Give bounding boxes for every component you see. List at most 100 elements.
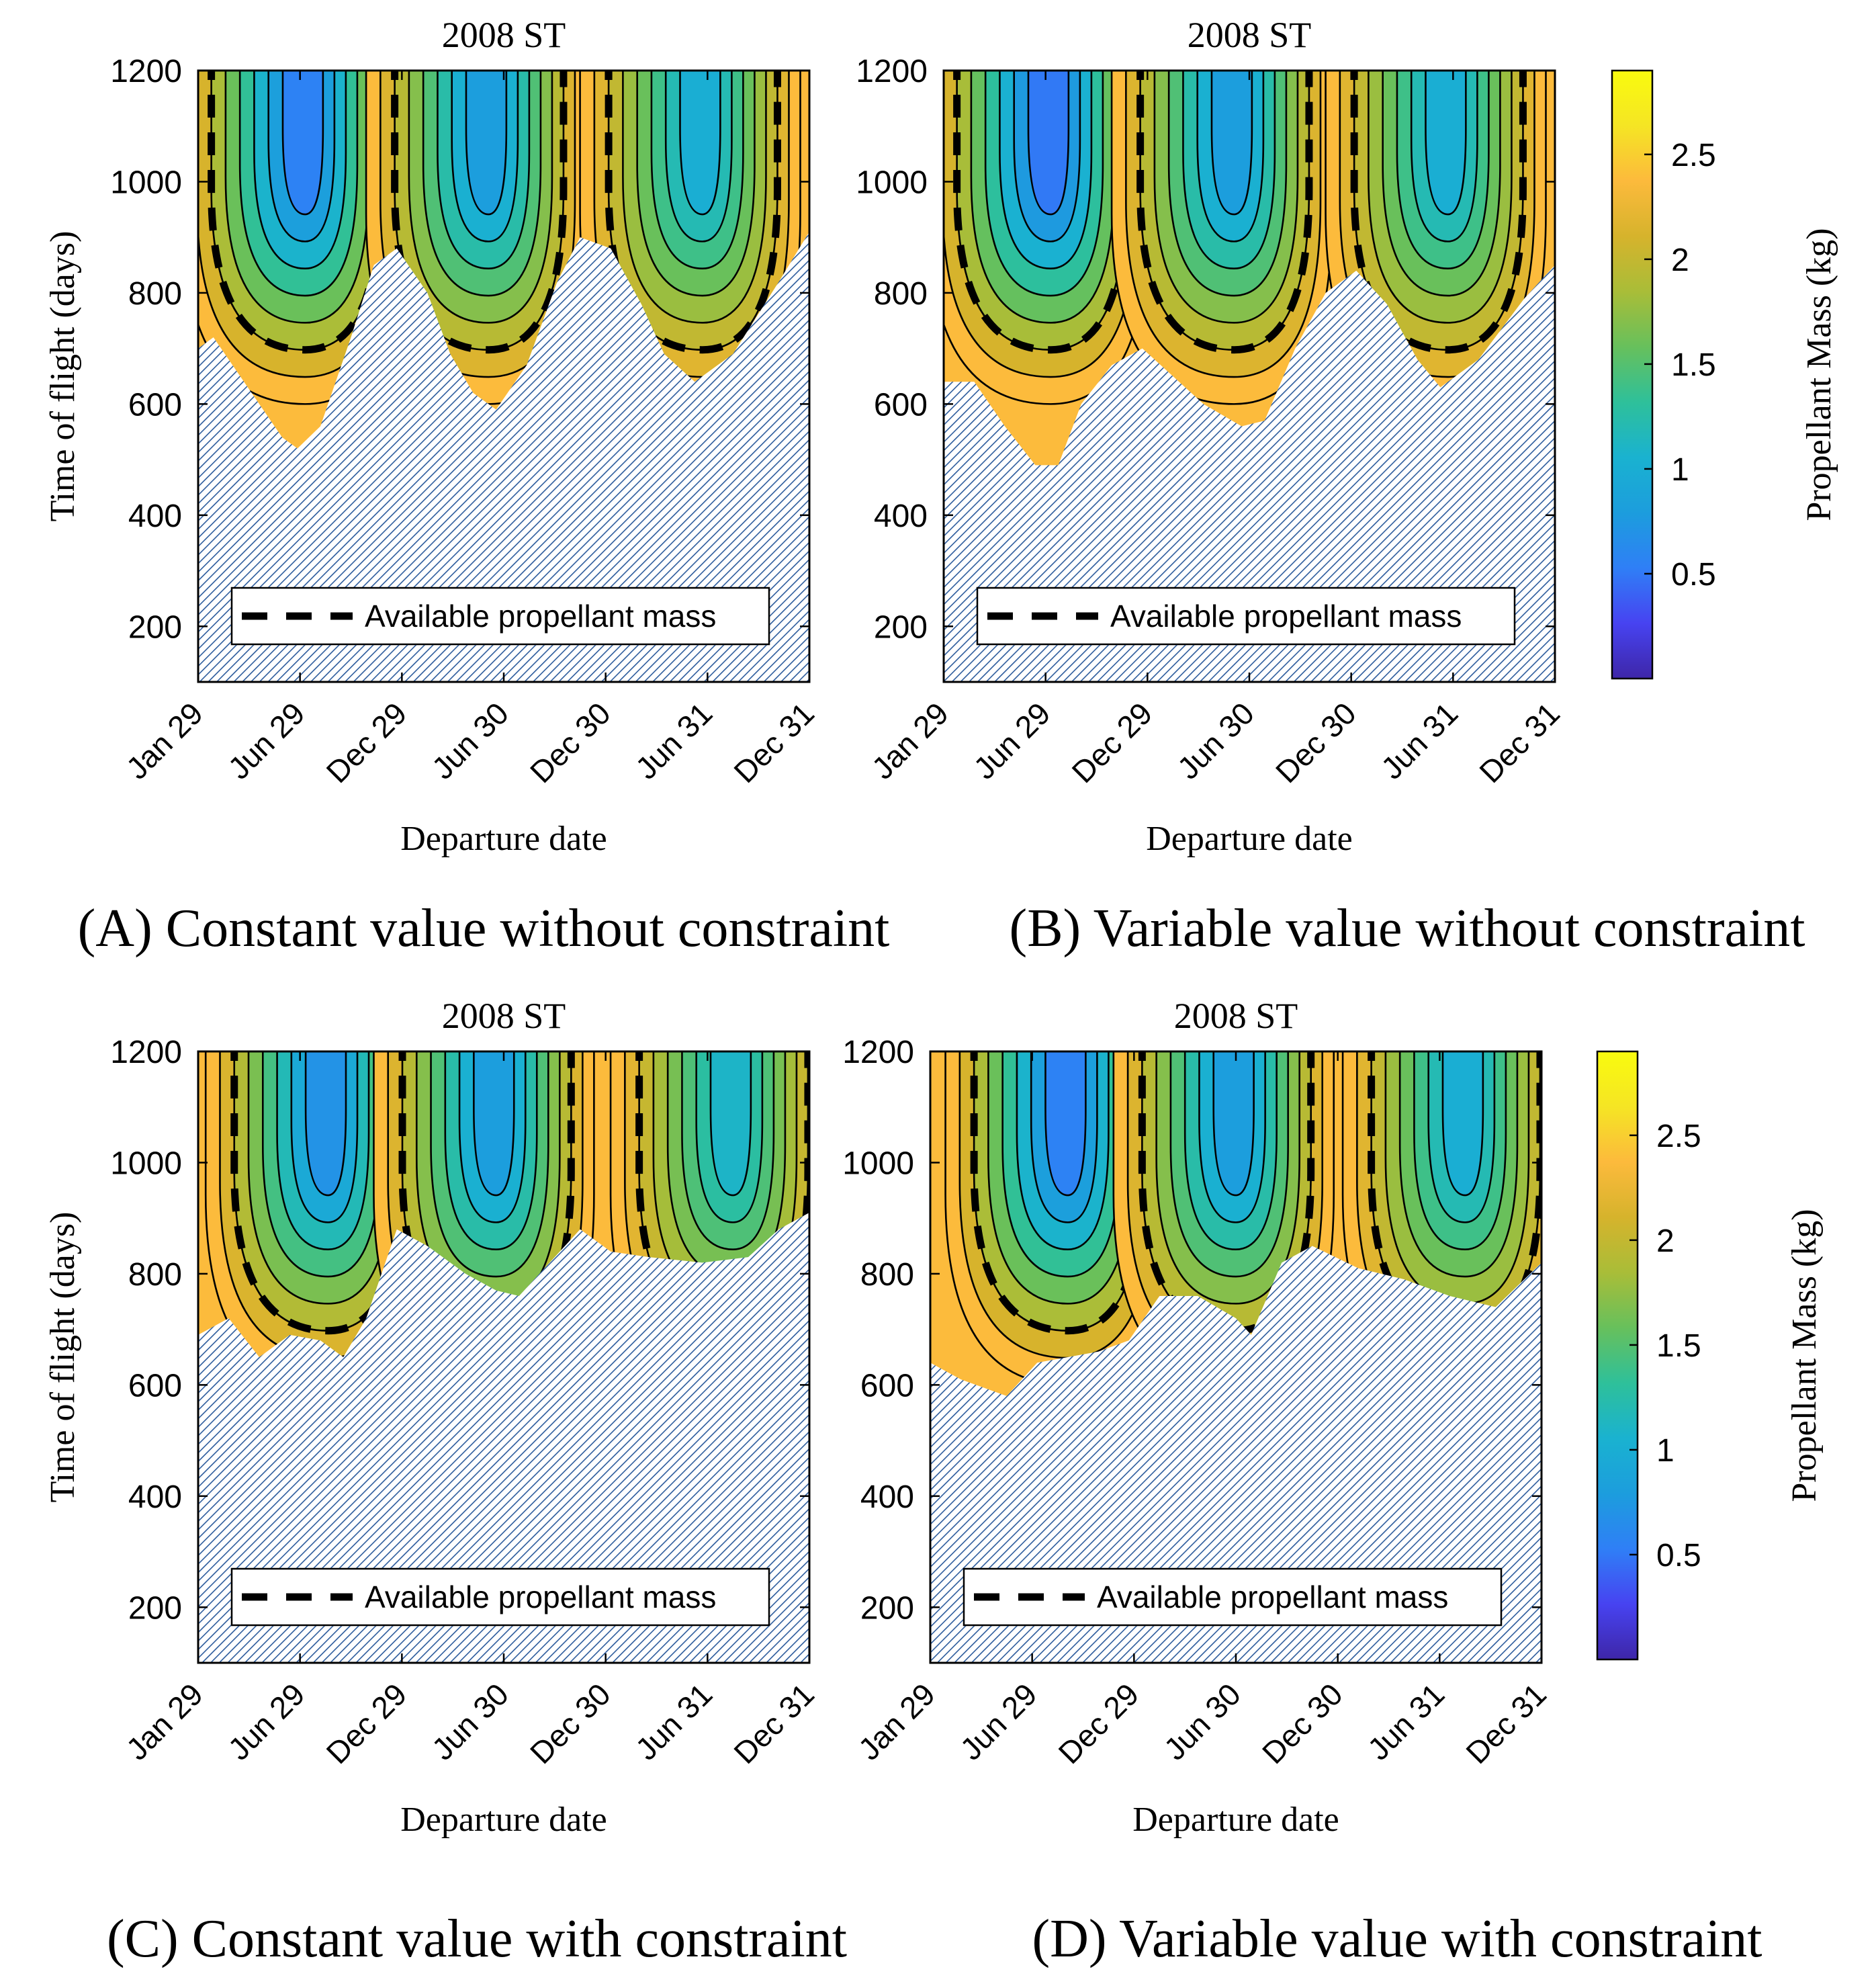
x-tick-label: Dec 31 bbox=[727, 695, 821, 789]
x-tick-label: Jun 29 bbox=[953, 1676, 1043, 1766]
x-tick-label: Dec 29 bbox=[1052, 1676, 1146, 1770]
legend-label: Available propellant mass bbox=[365, 599, 716, 634]
caption-d: (D) Variable value with constraint bbox=[1032, 1909, 1762, 1969]
x-tick-label: Jun 31 bbox=[1361, 1676, 1451, 1766]
contour-band bbox=[679, 71, 721, 216]
legend: Available propellant mass bbox=[230, 1567, 770, 1627]
contour-band bbox=[1425, 71, 1467, 216]
available-mass-contour bbox=[1350, 71, 1527, 354]
colorbar-tick-label: 2.5 bbox=[1656, 1119, 1701, 1154]
contour-band bbox=[465, 71, 508, 216]
x-tick-label: Jun 30 bbox=[425, 695, 515, 785]
y-tick-label: 200 bbox=[860, 1590, 914, 1626]
x-tick-label: Jun 29 bbox=[967, 695, 1057, 785]
x-tick-label: Jan 29 bbox=[852, 1676, 942, 1766]
x-axis-label: Departure date bbox=[400, 1801, 607, 1839]
chart-title: 2008 ST bbox=[442, 15, 566, 55]
y-tick-label: 600 bbox=[128, 387, 182, 423]
colorbar-tick-label: 2.5 bbox=[1671, 138, 1716, 173]
y-tick-label: 400 bbox=[128, 1479, 182, 1515]
x-tick-label: Jun 30 bbox=[1157, 1676, 1247, 1766]
y-tick-label: 600 bbox=[128, 1368, 182, 1403]
chart-title: 2008 ST bbox=[1188, 15, 1312, 55]
caption-a: (A) Constant value without constraint bbox=[78, 899, 890, 958]
y-tick-label: 600 bbox=[874, 387, 928, 423]
x-tick-label: Jan 29 bbox=[865, 695, 955, 785]
x-tick-label: Jan 29 bbox=[120, 1676, 210, 1766]
y-tick-label: 800 bbox=[128, 276, 182, 312]
x-tick-label: Jun 29 bbox=[221, 695, 311, 785]
y-tick-label: 200 bbox=[128, 1590, 182, 1626]
contour-band bbox=[1441, 1051, 1484, 1197]
y-tick-label: 200 bbox=[128, 609, 182, 645]
x-tick-label: Dec 29 bbox=[320, 1676, 414, 1770]
x-tick-label: Dec 30 bbox=[1269, 695, 1363, 789]
y-tick-label: 1000 bbox=[110, 165, 182, 200]
x-tick-label: Dec 30 bbox=[523, 1676, 617, 1770]
y-tick-label: 600 bbox=[860, 1368, 914, 1403]
y-tick-label: 1200 bbox=[110, 54, 182, 89]
y-tick-label: 1000 bbox=[110, 1146, 182, 1181]
colorbar-tick-label: 0.5 bbox=[1656, 1538, 1701, 1573]
y-tick-label: 1000 bbox=[856, 165, 928, 200]
x-tick-label: Dec 30 bbox=[523, 695, 617, 789]
legend-box bbox=[976, 587, 1516, 646]
infeasible-region bbox=[198, 231, 809, 682]
contour-band bbox=[1044, 1051, 1087, 1197]
y-axis-label: Time of flight (days) bbox=[44, 231, 82, 522]
y-tick-label: 800 bbox=[128, 1257, 182, 1293]
x-axis-label: Departure date bbox=[400, 820, 607, 858]
available-mass-contour bbox=[1136, 71, 1313, 354]
contour-field bbox=[930, 1051, 1542, 1663]
y-tick-label: 400 bbox=[860, 1479, 914, 1515]
legend-box bbox=[230, 1567, 770, 1627]
y-tick-label: 400 bbox=[128, 499, 182, 534]
x-tick-label: Jun 30 bbox=[425, 1676, 515, 1766]
colorbar-a: 0.5 1 1.5 2 2.5 Propellant Mass (kg) bbox=[1611, 69, 1838, 680]
y-tick-label: 1200 bbox=[856, 54, 928, 89]
colorbar-tick-label: 1.5 bbox=[1656, 1328, 1701, 1364]
colorbar-label: Propellant Mass (kg) bbox=[1800, 228, 1838, 521]
x-tick-label: Jan 29 bbox=[120, 695, 210, 785]
contour-field bbox=[198, 71, 809, 682]
x-axis-label: Departure date bbox=[1132, 1801, 1339, 1839]
y-axis-label: Time of flight (days) bbox=[44, 1212, 82, 1503]
legend-label: Available propellant mass bbox=[365, 1580, 716, 1614]
contour-band bbox=[304, 1051, 347, 1197]
y-tick-label: 400 bbox=[874, 499, 928, 534]
contour-band bbox=[473, 1051, 515, 1197]
legend: Available propellant mass bbox=[963, 1567, 1503, 1627]
colorbar-gradient bbox=[1611, 69, 1654, 680]
x-tick-label: Jun 31 bbox=[629, 1676, 719, 1766]
colorbar-d: 0.5 1 1.5 2 2.5 Propellant Mass (kg) bbox=[1596, 1050, 1824, 1661]
y-tick-label: 200 bbox=[874, 609, 928, 645]
y-tick-label: 1200 bbox=[110, 1035, 182, 1070]
y-tick-label: 800 bbox=[874, 276, 928, 312]
x-tick-label: Dec 31 bbox=[1459, 1676, 1553, 1770]
chart-title: 2008 ST bbox=[442, 996, 566, 1036]
legend-box bbox=[230, 587, 770, 646]
x-tick-label: Dec 29 bbox=[320, 695, 414, 789]
contour-band bbox=[1212, 1051, 1255, 1197]
contour-band bbox=[281, 71, 324, 216]
x-tick-label: Dec 31 bbox=[1472, 695, 1566, 789]
legend-label: Available propellant mass bbox=[1110, 599, 1462, 634]
chart-title: 2008 ST bbox=[1174, 996, 1298, 1036]
x-tick-label: Jun 29 bbox=[221, 1676, 311, 1766]
legend-label: Available propellant mass bbox=[1097, 1580, 1448, 1614]
contour-band bbox=[1027, 71, 1070, 216]
infeasible-region bbox=[944, 265, 1555, 682]
colorbar-tick-label: 1 bbox=[1656, 1433, 1674, 1469]
infeasible-region bbox=[198, 1212, 809, 1663]
x-tick-label: Dec 30 bbox=[1255, 1676, 1349, 1770]
caption-c: (C) Constant value with constraint bbox=[107, 1909, 847, 1969]
x-tick-label: Jun 31 bbox=[1374, 695, 1464, 785]
contour-field bbox=[198, 1051, 809, 1663]
colorbar-label: Propellant Mass (kg) bbox=[1785, 1209, 1824, 1502]
colorbar-gradient bbox=[1596, 1050, 1639, 1661]
contour-band bbox=[1210, 71, 1253, 216]
x-tick-label: Dec 29 bbox=[1065, 695, 1159, 789]
